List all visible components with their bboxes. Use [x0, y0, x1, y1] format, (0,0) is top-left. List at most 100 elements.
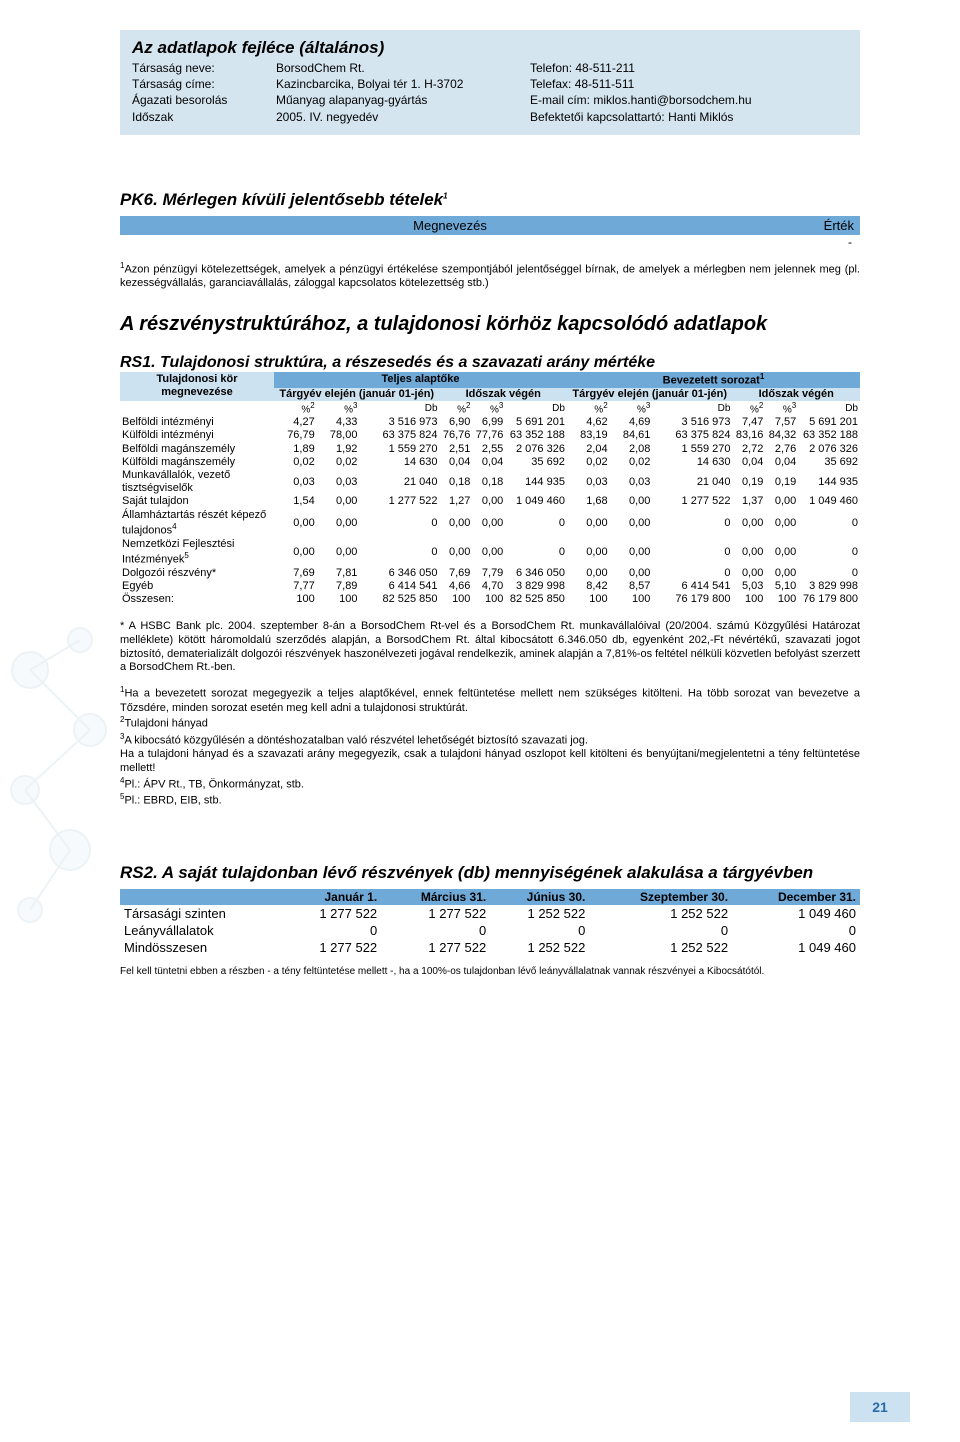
- page-number: 21: [850, 1392, 910, 1422]
- rs2-row-label: Társasági szinten: [120, 905, 283, 922]
- rs1-unit: Db: [798, 401, 860, 416]
- rs1-notes: * A HSBC Bank plc. 2004. szeptember 8-án…: [120, 620, 860, 808]
- rs1-cell: 4,70: [472, 580, 505, 593]
- rs1-top-b: Bevezetett sorozat1: [567, 372, 860, 388]
- rs1-cell: 4,33: [317, 416, 360, 429]
- rs2-col-header: Március 31.: [381, 889, 490, 905]
- rs1-cell: 0,00: [610, 538, 653, 567]
- rs1-cell: 2 076 326: [505, 443, 567, 456]
- rs1-cell: 0,00: [732, 538, 765, 567]
- table-row: Leányvállalatok00000: [120, 922, 860, 939]
- rs1-cell: 7,57: [765, 416, 798, 429]
- rs2-title: RS2. A saját tulajdonban lévő részvények…: [120, 863, 860, 883]
- rs1-cell: 0,00: [567, 538, 610, 567]
- rs1-cell: 78,00: [317, 429, 360, 442]
- rs1-unit: Db: [359, 401, 439, 416]
- rs1-cell: 0: [505, 509, 567, 538]
- rs1-cell: 0: [359, 509, 439, 538]
- header-grid: Társaság neve:BorsodChem Rt.Telefon: 48-…: [132, 60, 848, 125]
- rs1-sub-a1: Tárgyév elején (január 01-jén): [274, 388, 440, 401]
- rs1-cell: 83,19: [567, 429, 610, 442]
- rs1-cell: 8,57: [610, 580, 653, 593]
- rs2-row-label: Leányvállalatok: [120, 922, 283, 939]
- rs1-cell: 3 829 998: [505, 580, 567, 593]
- rs1-cell: 0,00: [274, 509, 317, 538]
- rs1-cell: 100: [440, 593, 473, 606]
- rs1-cell: 0,04: [440, 456, 473, 469]
- rs2-col-header: [120, 889, 283, 905]
- header-cell: Társaság címe:: [132, 76, 272, 92]
- rs1-cell: 21 040: [359, 469, 439, 495]
- rs1-cell: 0,04: [472, 456, 505, 469]
- rs1-cell: 0,19: [732, 469, 765, 495]
- rs1-unit: %3: [317, 401, 360, 416]
- rs1-cell: 0,00: [732, 509, 765, 538]
- rs1-cell: 0,02: [610, 456, 653, 469]
- rs1-cell: 5,03: [732, 580, 765, 593]
- table-row: Összesen:10010082 525 85010010082 525 85…: [120, 593, 860, 606]
- rs1-cell: 0,00: [765, 509, 798, 538]
- table-row: Egyéb7,777,896 414 5414,664,703 829 9988…: [120, 580, 860, 593]
- rs2-cell: 0: [732, 922, 860, 939]
- rs2-cell: 1 252 522: [490, 905, 589, 922]
- pk6-column-bar: Megnevezés Érték: [120, 216, 860, 235]
- table-row: Belföldi magánszemély1,891,921 559 2702,…: [120, 443, 860, 456]
- rs1-cell: 8,42: [567, 580, 610, 593]
- rs1-cell: 2,51: [440, 443, 473, 456]
- rs1-note-star: * A HSBC Bank plc. 2004. szeptember 8-án…: [120, 620, 860, 675]
- rs1-row-label: Munkavállalók, vezető tisztségviselők: [120, 469, 274, 495]
- rs1-cell: 83,16: [732, 429, 765, 442]
- rs1-cell: 0,00: [732, 567, 765, 580]
- rs1-cell: 63 375 824: [359, 429, 439, 442]
- header-title: Az adatlapok fejléce (általános): [132, 38, 848, 58]
- table-row: Mindösszesen1 277 5221 277 5221 252 5221…: [120, 939, 860, 956]
- rs1-sub-a2: Tárgyév elején (január 01-jén): [567, 388, 733, 401]
- rs2-cell: 1 277 522: [283, 905, 381, 922]
- rs1-cell: 4,69: [610, 416, 653, 429]
- rs2-col-header: Június 30.: [490, 889, 589, 905]
- header-cell: Kazincbarcika, Bolyai tér 1. H-3702: [276, 76, 526, 92]
- rs1-cell: 0,02: [567, 456, 610, 469]
- rs1-cell: 14 630: [652, 456, 732, 469]
- rs1-cell: 21 040: [652, 469, 732, 495]
- rs1-cell: 76 179 800: [798, 593, 860, 606]
- header-cell: Ágazati besorolás: [132, 92, 272, 108]
- rs1-cell: 0,03: [317, 469, 360, 495]
- rs1-cell: 1,54: [274, 495, 317, 508]
- rs1-cell: 7,89: [317, 580, 360, 593]
- rs1-cell: 3 829 998: [798, 580, 860, 593]
- section-big-title: A részvénystruktúrához, a tulajdonosi kö…: [120, 313, 860, 336]
- rs1-row-label: Államháztartás részét képező tulajdonos4: [120, 509, 274, 538]
- rs1-cell: 1,37: [732, 495, 765, 508]
- rs1-cell: 63 352 188: [798, 429, 860, 442]
- rs2-row-label: Mindösszesen: [120, 939, 283, 956]
- rs1-row-label: Külföldi magánszemély: [120, 456, 274, 469]
- rs1-sub-b2: Időszak végén: [732, 388, 860, 401]
- rs1-row-label: Belföldi magánszemély: [120, 443, 274, 456]
- rs1-cell: 2,08: [610, 443, 653, 456]
- header-cell: Telefax: 48-511-511: [530, 76, 848, 92]
- rs1-cell: 76,79: [274, 429, 317, 442]
- rs1-cell: 6 346 050: [359, 567, 439, 580]
- rs1-cell: 0,00: [567, 509, 610, 538]
- rs1-row-label: Nemzetközi Fejlesztési Intézmények5: [120, 538, 274, 567]
- rs1-cell: 0,00: [567, 567, 610, 580]
- header-cell: 2005. IV. negyedév: [276, 109, 526, 125]
- rs1-cell: 5,10: [765, 580, 798, 593]
- rs1-row-label: Egyéb: [120, 580, 274, 593]
- pk6-col-ertek: Érték: [774, 218, 854, 233]
- rs1-cell: 0,00: [472, 495, 505, 508]
- rs1-cell: 2,76: [765, 443, 798, 456]
- rs2-note: Fel kell tüntetni ebben a részben - a té…: [120, 966, 860, 977]
- rs2-cell: 1 252 522: [589, 905, 732, 922]
- rs1-cell: 0,00: [610, 567, 653, 580]
- rs1-row-label: Saját tulajdon: [120, 495, 274, 508]
- rs1-cell: 0,19: [765, 469, 798, 495]
- rs2-col-header: Szeptember 30.: [589, 889, 732, 905]
- rs1-unit: %2: [440, 401, 473, 416]
- rs1-cell: 7,81: [317, 567, 360, 580]
- rs1-cell: 100: [567, 593, 610, 606]
- pk6-title: PK6. Mérlegen kívüli jelentősebb tételek…: [120, 190, 860, 210]
- header-cell: Műanyag alapanyag-gyártás: [276, 92, 526, 108]
- rs2-cell: 0: [283, 922, 381, 939]
